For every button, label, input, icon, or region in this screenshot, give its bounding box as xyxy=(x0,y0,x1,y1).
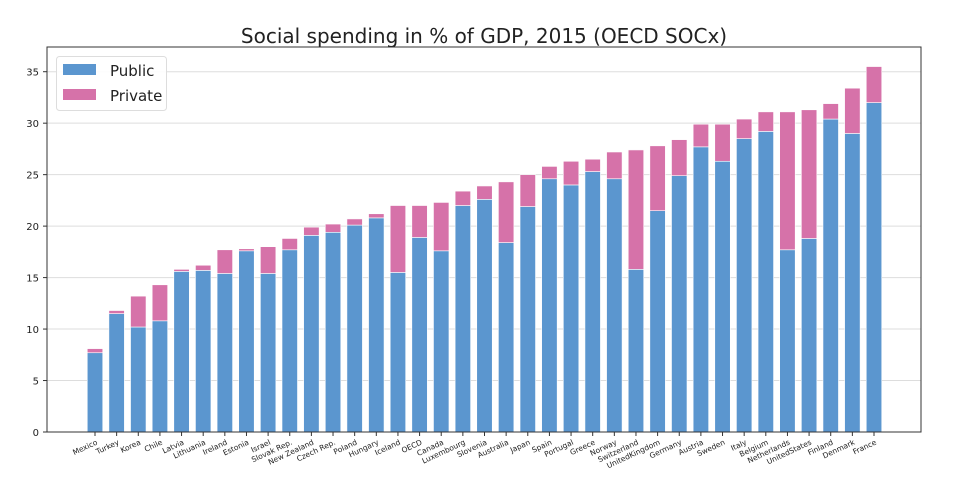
bar-public-hungary xyxy=(368,217,385,433)
bar-public-unitedstates xyxy=(801,238,818,433)
bar-public-australia xyxy=(498,242,515,433)
bar-private-korea xyxy=(130,295,147,328)
bar-private-luxembourg xyxy=(454,190,471,206)
bar-private-new-zealand xyxy=(303,226,320,236)
bar-public-sweden xyxy=(714,160,731,433)
bar-public-italy xyxy=(736,138,753,433)
bar-public-austria xyxy=(692,146,709,433)
bar-private-mexico xyxy=(86,348,104,354)
legend: Public Private xyxy=(56,56,167,111)
bar-private-estonia xyxy=(238,248,255,252)
bar-public-portugal xyxy=(563,184,580,433)
x-tick-label: Chile xyxy=(143,437,164,453)
bar-private-slovak-rep- xyxy=(281,238,298,251)
bar-public-estonia xyxy=(238,250,255,433)
bar-private-finland xyxy=(822,103,839,120)
y-axis: 0 5 10 15 20 25 30 35 xyxy=(26,68,47,439)
bar-private-canada xyxy=(433,202,450,252)
bar-public-greece xyxy=(584,171,601,433)
bar-public-switzerland xyxy=(627,269,645,433)
bar-private-sweden xyxy=(714,123,731,162)
y-tick-label: 20 xyxy=(26,222,39,233)
bar-public-chile xyxy=(151,320,168,433)
bar-private-spain xyxy=(541,166,558,180)
bar-private-poland xyxy=(346,218,363,226)
bar-public-ireland xyxy=(216,273,233,433)
bar-private-belgium xyxy=(757,111,774,132)
bar-private-israel xyxy=(260,246,277,274)
bar-public-denmark xyxy=(844,133,861,433)
y-tick-label: 10 xyxy=(26,325,39,336)
bar-private-lithuania xyxy=(195,264,212,271)
y-tick-label: 5 xyxy=(33,377,39,388)
bar-public-slovenia xyxy=(476,199,493,433)
bar-public-luxembourg xyxy=(454,205,471,433)
bar-public-czech-rep- xyxy=(324,231,342,433)
bar-public-lithuania xyxy=(195,270,212,433)
bar-public-finland xyxy=(822,118,839,433)
x-tick-label: Turkey xyxy=(94,437,121,456)
bar-private-japan xyxy=(519,174,536,207)
bar-private-denmark xyxy=(844,87,861,134)
bar-private-italy xyxy=(736,118,753,139)
legend-label-private: Private xyxy=(110,87,162,105)
bar-public-slovak-rep- xyxy=(281,249,298,433)
bar-private-norway xyxy=(606,151,623,180)
bar-public-turkey xyxy=(108,313,125,433)
bar-public-korea xyxy=(130,326,147,433)
bar-public-new-zealand xyxy=(303,235,320,433)
chart-title: Social spending in % of GDP, 2015 (OECD … xyxy=(241,24,727,48)
y-tick-label: 15 xyxy=(26,274,39,285)
bar-public-spain xyxy=(541,178,558,433)
bar-private-switzerland xyxy=(627,149,645,270)
bars xyxy=(86,66,883,433)
bar-private-chile xyxy=(151,284,168,322)
bar-public-norway xyxy=(606,178,623,433)
legend-swatch-public xyxy=(63,64,96,75)
bar-private-greece xyxy=(584,158,601,172)
bar-public-canada xyxy=(433,250,450,433)
bar-private-slovenia xyxy=(476,185,493,200)
x-tick-label: France xyxy=(851,437,878,456)
bar-private-france xyxy=(865,66,883,103)
bar-public-israel xyxy=(260,273,277,433)
bar-public-netherlands xyxy=(779,249,796,433)
bar-public-japan xyxy=(519,206,536,433)
bar-public-poland xyxy=(346,224,363,433)
bar-public-france xyxy=(865,102,883,433)
y-tick-label: 25 xyxy=(26,171,39,182)
bar-private-germany xyxy=(671,139,688,176)
bar-private-latvia xyxy=(173,269,190,272)
y-tick-label: 30 xyxy=(26,119,39,130)
bar-public-germany xyxy=(671,175,688,433)
bar-private-iceland xyxy=(389,205,406,273)
bar-private-ireland xyxy=(216,249,233,274)
y-tick-label: 0 xyxy=(33,428,39,439)
y-tick-label: 35 xyxy=(26,68,39,79)
bar-private-austria xyxy=(692,123,709,148)
bar-private-australia xyxy=(498,181,515,243)
legend-swatch-private xyxy=(63,89,96,100)
bar-public-latvia xyxy=(173,271,190,433)
bar-public-belgium xyxy=(757,131,774,433)
legend-label-public: Public xyxy=(110,62,154,80)
x-tick-label: Japan xyxy=(508,438,532,456)
bar-private-netherlands xyxy=(779,111,796,251)
bar-private-oecd xyxy=(411,205,428,238)
bar-private-unitedkingdom xyxy=(649,145,666,211)
bar-private-unitedstates xyxy=(801,109,818,239)
bar-public-oecd xyxy=(411,237,428,433)
bar-public-unitedkingdom xyxy=(649,210,666,433)
bar-private-czech-rep- xyxy=(324,223,342,233)
bar-private-hungary xyxy=(368,213,385,219)
bar-private-turkey xyxy=(108,310,125,314)
bar-public-mexico xyxy=(86,352,104,433)
bar-private-portugal xyxy=(563,160,580,186)
x-tick-label: Korea xyxy=(119,438,142,455)
bar-public-iceland xyxy=(389,272,406,433)
